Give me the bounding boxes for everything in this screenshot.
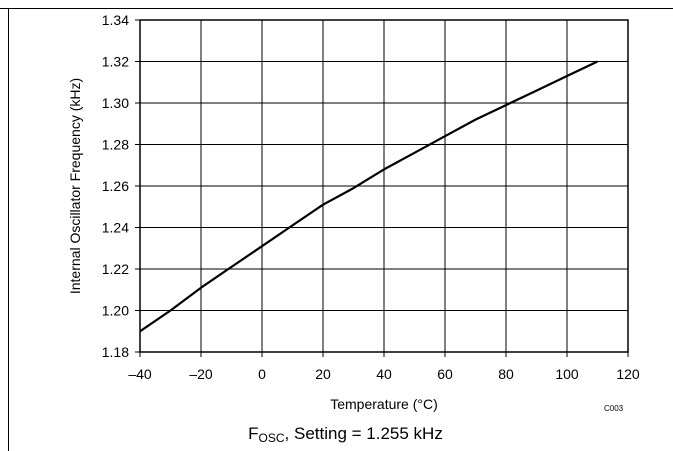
x-tick-label: 100 <box>555 366 579 382</box>
grid-layer <box>135 20 628 357</box>
x-tick-label: –40 <box>128 366 152 382</box>
y-tick-label: 1.18 <box>102 344 129 360</box>
figure-id: C003 <box>604 404 623 413</box>
series-line <box>140 62 598 332</box>
x-tick-label: 120 <box>616 366 640 382</box>
y-tick-label: 1.32 <box>102 54 129 70</box>
series-layer <box>140 62 598 332</box>
x-tick-label: 40 <box>376 366 392 382</box>
caption-setting: , Setting = 1.255 kHz <box>285 424 443 443</box>
x-tick-label: 60 <box>437 366 453 382</box>
x-tick-label: 20 <box>315 366 331 382</box>
x-axis-label: Temperature (°C) <box>330 396 438 412</box>
y-tick-label: 1.30 <box>102 95 129 111</box>
y-tick-label: 1.26 <box>102 178 129 194</box>
y-tick-labels: 1.18 1.20 1.22 1.24 1.26 1.28 1.30 1.32 1.34 <box>102 12 129 360</box>
y-tick-label: 1.28 <box>102 137 129 153</box>
y-tick-label: 1.20 <box>102 303 129 319</box>
caption-symbol: F <box>248 424 258 443</box>
x-tick-label: 80 <box>498 366 514 382</box>
caption-symbol-subscript: OSC <box>259 431 285 445</box>
y-tick-label: 1.24 <box>102 220 129 236</box>
y-axis-label: Internal Oscillator Frequency (kHz) <box>67 78 83 294</box>
chart-caption: FOSC, Setting = 1.255 kHz <box>0 424 673 445</box>
x-tick-label: 0 <box>258 366 266 382</box>
y-tick-label: 1.22 <box>102 261 129 277</box>
x-tick-label: –20 <box>189 366 213 382</box>
y-tick-label: 1.34 <box>102 12 129 28</box>
x-tick-labels: –40 –20 0 20 40 60 80 100 120 <box>128 366 640 382</box>
